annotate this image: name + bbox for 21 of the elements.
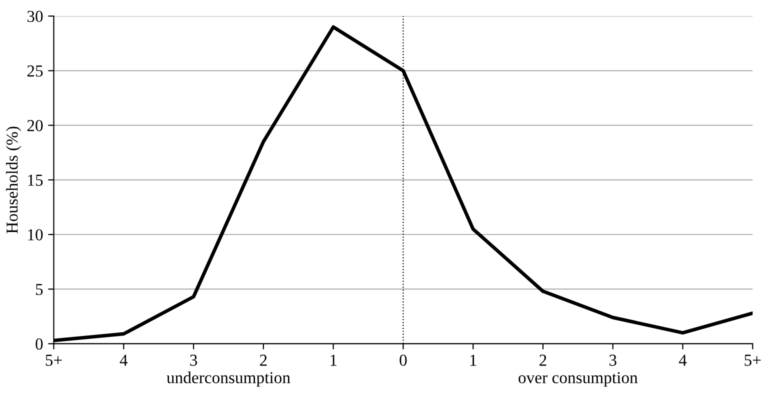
x-tick-label: 5+ <box>46 354 62 366</box>
x-tick-label: 3 <box>190 354 198 366</box>
x-tick-label: 4 <box>120 354 128 366</box>
x-tick-label: 1 <box>470 354 476 366</box>
x-tick-label: 2 <box>540 354 546 366</box>
y-tick-label: 5 <box>36 284 43 296</box>
x-tick-label: 4 <box>678 354 687 366</box>
y-tick-label: 15 <box>28 174 43 186</box>
x-tick-label: 1 <box>330 354 336 366</box>
y-tick-label: 30 <box>27 10 43 22</box>
y-tick-label: 10 <box>28 229 43 240</box>
text: over consumption <box>518 372 638 387</box>
x-tick-label: 0 <box>400 354 407 366</box>
y-axis-title: Households (%) <box>6 126 22 234</box>
text: underconsumption <box>166 372 290 387</box>
x-tick-label: 2 <box>260 354 267 366</box>
x-tick-label: 5+ <box>744 354 761 366</box>
y-tick-label: 20 <box>27 120 43 132</box>
y-tick-label: 0 <box>36 338 43 350</box>
y-tick-label: 25 <box>27 65 43 77</box>
x-tick-label: 3 <box>609 354 616 366</box>
